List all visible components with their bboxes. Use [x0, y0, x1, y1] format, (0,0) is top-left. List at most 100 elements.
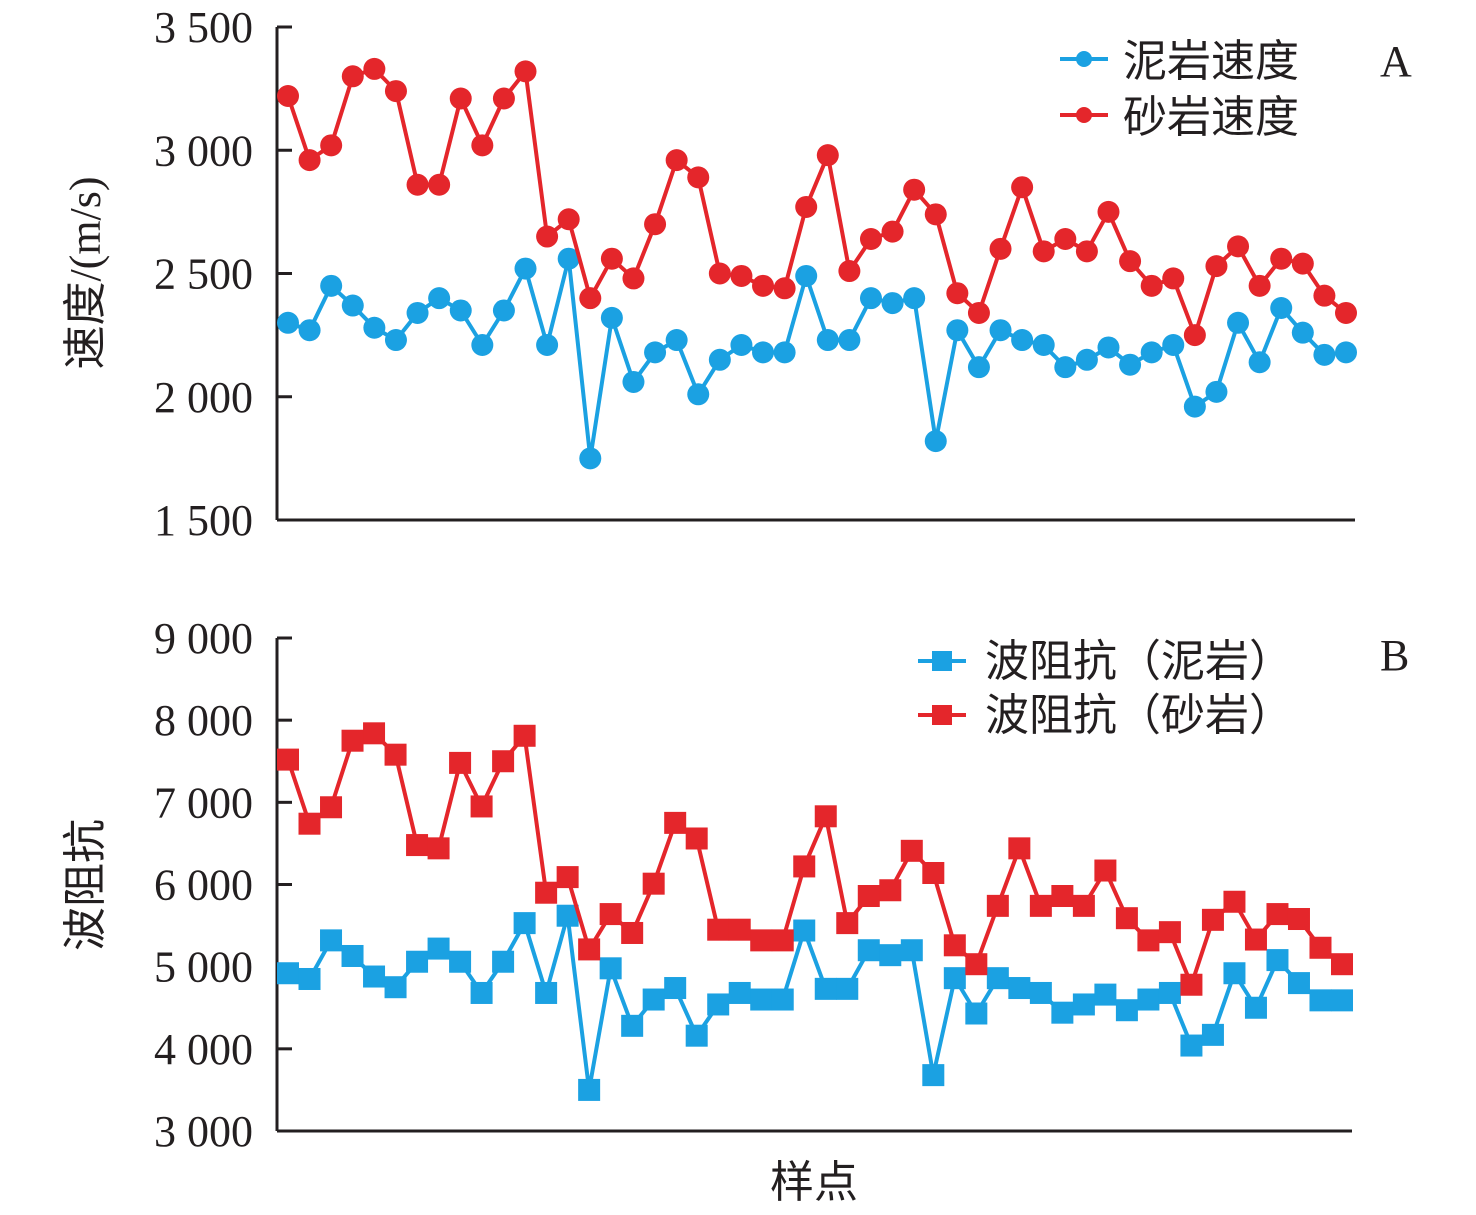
- panel-b-series-0-point-14: [578, 1078, 601, 1101]
- panel-b-series-0-point-33: [986, 967, 1009, 990]
- panel-a-series-0-point-27: [859, 287, 882, 310]
- panel-a-series-1-point-35: [1032, 240, 1055, 263]
- legend-marker-sandstone-velocity: [1076, 107, 1092, 123]
- panel-a-series: [277, 57, 1357, 470]
- panel-b-series-0-point-42: [1180, 1034, 1203, 1057]
- panel-b-series-1-point-0: [277, 748, 299, 771]
- panel-a-series-1-point-47: [1291, 252, 1314, 275]
- panel-a-series-0-point-4: [363, 316, 386, 339]
- panel-b-series-1-point-42: [1180, 973, 1203, 996]
- panel-b-series-0-point-10: [492, 950, 515, 973]
- panel-b-series-0-point-13: [556, 904, 579, 927]
- panel-a-series-1-point-29: [903, 178, 926, 201]
- panel-a-series-0-point-29: [903, 287, 926, 310]
- panel-a-series-1-point-27: [859, 227, 882, 250]
- panel-b-series-1-point-19: [685, 827, 708, 850]
- panel-a-series-0-point-44: [1227, 311, 1250, 334]
- panel-b-series-1-point-23: [771, 929, 794, 952]
- panel-a-series-1-point-33: [989, 237, 1012, 260]
- panel-b-series-1-point-2: [320, 796, 343, 819]
- panel-b-series-1-point-17: [642, 872, 665, 895]
- panel-b-series-0-point-34: [1008, 977, 1031, 1000]
- panel-b-series-1-point-12: [535, 881, 558, 904]
- panel-b-series-1-point-16: [621, 921, 644, 944]
- legend-label-sandstone-impedance: 波阻抗（砂岩）: [985, 691, 1293, 740]
- panel-b-series-0-point-16: [621, 1014, 644, 1037]
- panel-b-series-0-point-15: [599, 957, 622, 980]
- panel-b-series-0-point-49: [1331, 989, 1353, 1012]
- panel-a-series-0-point-33: [989, 319, 1012, 342]
- panel-b-series-0-point-27: [857, 939, 880, 962]
- panel-a-series-0-point-12: [536, 333, 559, 356]
- panel-b-series-0-point-37: [1072, 993, 1095, 1016]
- panel-a-series-0-point-7: [428, 287, 451, 310]
- panel-b-series-1-point-28: [879, 879, 902, 902]
- panel-b-series-1-point-46: [1266, 903, 1289, 926]
- panel-a-letter: A: [1380, 37, 1412, 86]
- panel-b-series-1-point-38: [1094, 859, 1117, 882]
- panel-a-series-0-point-30: [924, 430, 947, 453]
- panel-b-series-1-point-1: [298, 812, 321, 835]
- panel-b-series-0-point-26: [836, 977, 859, 1000]
- panel-b-series-0-point-18: [664, 977, 687, 1000]
- legend-marker-mudstone-velocity: [1076, 51, 1092, 67]
- panel-b-series-0-point-2: [320, 929, 343, 952]
- panel-b-series-1-point-34: [1008, 837, 1031, 860]
- panel-a-series-0-point-17: [644, 341, 667, 364]
- panel-b-series-1-point-26: [836, 912, 859, 935]
- panel-b-series-1-point-7: [427, 837, 450, 860]
- panel-a-series-1-point-15: [600, 247, 623, 270]
- panel-a-series-0-point-23: [773, 341, 796, 364]
- panel-b-series-1-point-9: [470, 795, 493, 818]
- panel-b-y-tick-label: 9 000: [154, 614, 253, 663]
- panel-a-series-0-point-0: [277, 311, 299, 334]
- panel-a-series-1-point-2: [320, 134, 343, 157]
- panel-b-series-1-point-44: [1223, 890, 1246, 913]
- panel-a-series-1-point-21: [730, 264, 753, 287]
- panel-a-series-0-point-10: [492, 299, 515, 322]
- panel-b-series-1-point-47: [1287, 908, 1310, 931]
- panel-b-series-0-point-8: [449, 950, 472, 973]
- panel-a-series-0-point-3: [341, 294, 364, 317]
- panel-b-series-1-point-31: [943, 934, 966, 957]
- panel-a-series-0-point-45: [1248, 351, 1271, 374]
- panel-a-series-1-point-16: [622, 267, 645, 290]
- panel-a-series-1-point-25: [816, 144, 839, 167]
- panel-b-series-1-point-45: [1244, 928, 1267, 951]
- panel-a-series-0-point-6: [406, 301, 429, 324]
- panel-b-series-1-point-33: [986, 894, 1009, 917]
- panel-a-series-0-point-49: [1335, 341, 1357, 364]
- panel-a-series-1-point-12: [536, 225, 559, 248]
- panel-b-y-tick-label: 6 000: [154, 861, 253, 910]
- panel-a-series-1-point-36: [1054, 227, 1077, 250]
- panel-b-series-0-point-31: [943, 967, 966, 990]
- panel-b-series-0-point-7: [427, 937, 450, 960]
- panel-b-series-1-point-15: [599, 903, 622, 926]
- panel-b-series-0-point-17: [642, 988, 665, 1011]
- panel-a-series-0-point-32: [967, 356, 990, 379]
- panel-b-series-1-point-11: [513, 724, 536, 747]
- panel-b-series-0-point-46: [1266, 949, 1289, 972]
- panel-b-series-0-point-20: [707, 993, 730, 1016]
- panel-b-series-0-point-0: [277, 962, 299, 985]
- panel-b-letter: B: [1380, 631, 1409, 680]
- panel-b-series-1-point-35: [1029, 894, 1052, 917]
- legend-marker-sandstone-impedance: [932, 705, 952, 725]
- panel-a-series-0-point-25: [816, 329, 839, 352]
- panel-b-series: [277, 722, 1353, 1101]
- panel-a-series-1-point-38: [1097, 200, 1120, 223]
- panel-a-series-0-point-37: [1075, 348, 1098, 371]
- panel-b-series-0-point-25: [814, 977, 837, 1000]
- panel-a-series-1-point-18: [665, 149, 688, 172]
- panel-a-series-0-point-35: [1032, 333, 1055, 356]
- panel-b-series-0-point-1: [298, 967, 321, 990]
- panel-b-series-0-point-29: [900, 939, 923, 962]
- panel-a-series-0-point-34: [1011, 329, 1034, 352]
- panel-a-series-1-point-30: [924, 203, 947, 226]
- panel-b-y-tick-label: 3 000: [154, 1107, 253, 1156]
- panel-a-series-1-point-49: [1335, 301, 1357, 324]
- panel-b-series-0-point-11: [513, 912, 536, 935]
- panel-a-series-0-point-26: [838, 329, 861, 352]
